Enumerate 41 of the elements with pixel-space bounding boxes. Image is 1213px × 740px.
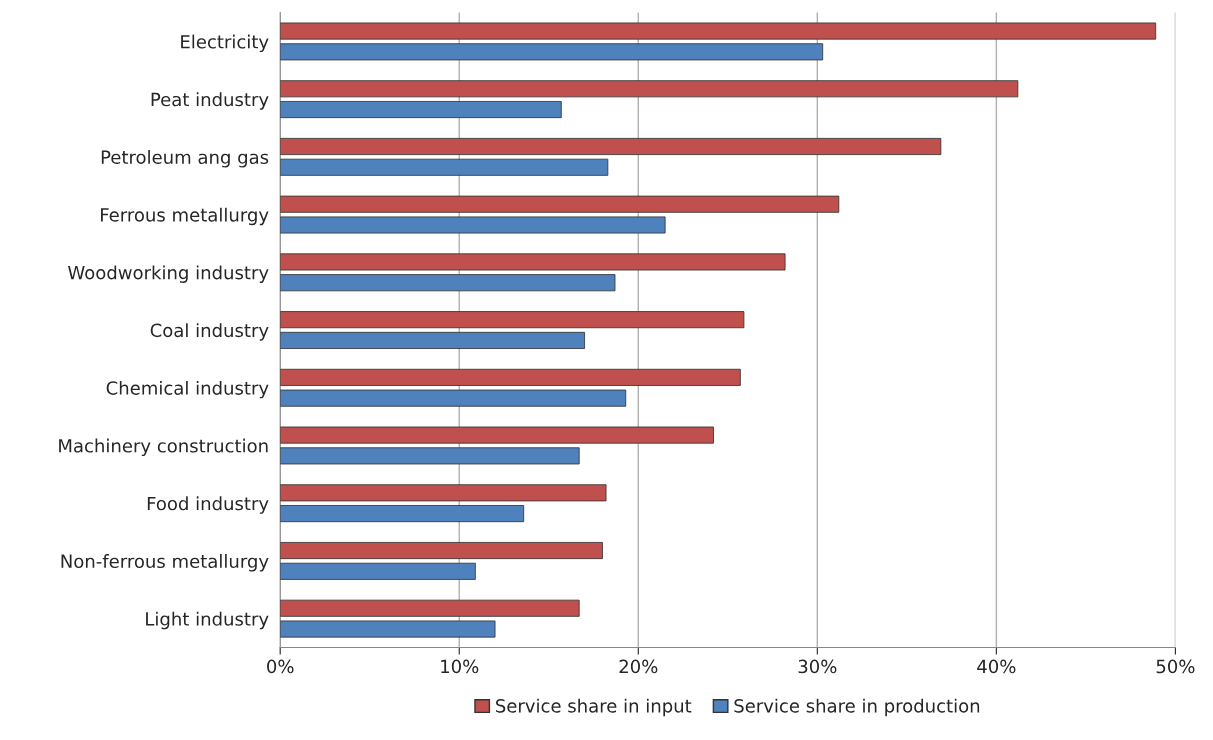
bar	[280, 505, 525, 523]
bar	[280, 195, 840, 213]
x-tick-label: 10%	[441, 659, 479, 674]
x-tick-label: 20%	[619, 659, 658, 674]
y-tick-label: Food industry	[147, 496, 269, 514]
y-tick-label: Machinery construction	[59, 438, 268, 457]
x-tick-label: 40%	[977, 659, 1016, 674]
bar	[280, 22, 1157, 40]
bar	[280, 137, 942, 156]
bar	[280, 447, 580, 465]
y-tick-label: Non-ferrous metallurgy	[61, 554, 269, 572]
bar	[280, 368, 741, 386]
y-tick-label: Peat industry	[151, 92, 269, 110]
x-tick-label: 30%	[798, 659, 837, 674]
bar	[280, 562, 476, 580]
bar	[280, 542, 603, 560]
bar	[280, 331, 585, 349]
x-tick-label: 0%	[267, 659, 294, 674]
y-tick-label: Ferrous metallurgy	[101, 207, 269, 226]
bar	[280, 426, 714, 444]
y-tick-label: Electricity	[181, 34, 269, 53]
bar	[280, 101, 562, 119]
bar	[280, 484, 607, 502]
y-tick-label: Coal industry	[150, 323, 269, 341]
bar	[280, 620, 496, 638]
bar	[280, 253, 786, 271]
bar	[280, 274, 616, 292]
y-tick-label: Light industry	[146, 611, 269, 630]
bar	[280, 389, 627, 407]
bar	[280, 43, 824, 61]
bar	[280, 80, 1019, 98]
bar	[280, 599, 580, 617]
y-tick-label: Woodworking industry	[68, 265, 269, 283]
y-tick-label: Petroleum ang gas	[101, 150, 269, 168]
legend-label: Service share in input	[496, 698, 692, 717]
legend-label: Service share in production	[734, 698, 980, 717]
bar	[280, 311, 745, 329]
bar	[280, 216, 666, 234]
y-tick-label: Chemical industry	[106, 380, 269, 399]
x-tick-label: 50%	[1156, 659, 1195, 674]
bar	[280, 158, 609, 176]
